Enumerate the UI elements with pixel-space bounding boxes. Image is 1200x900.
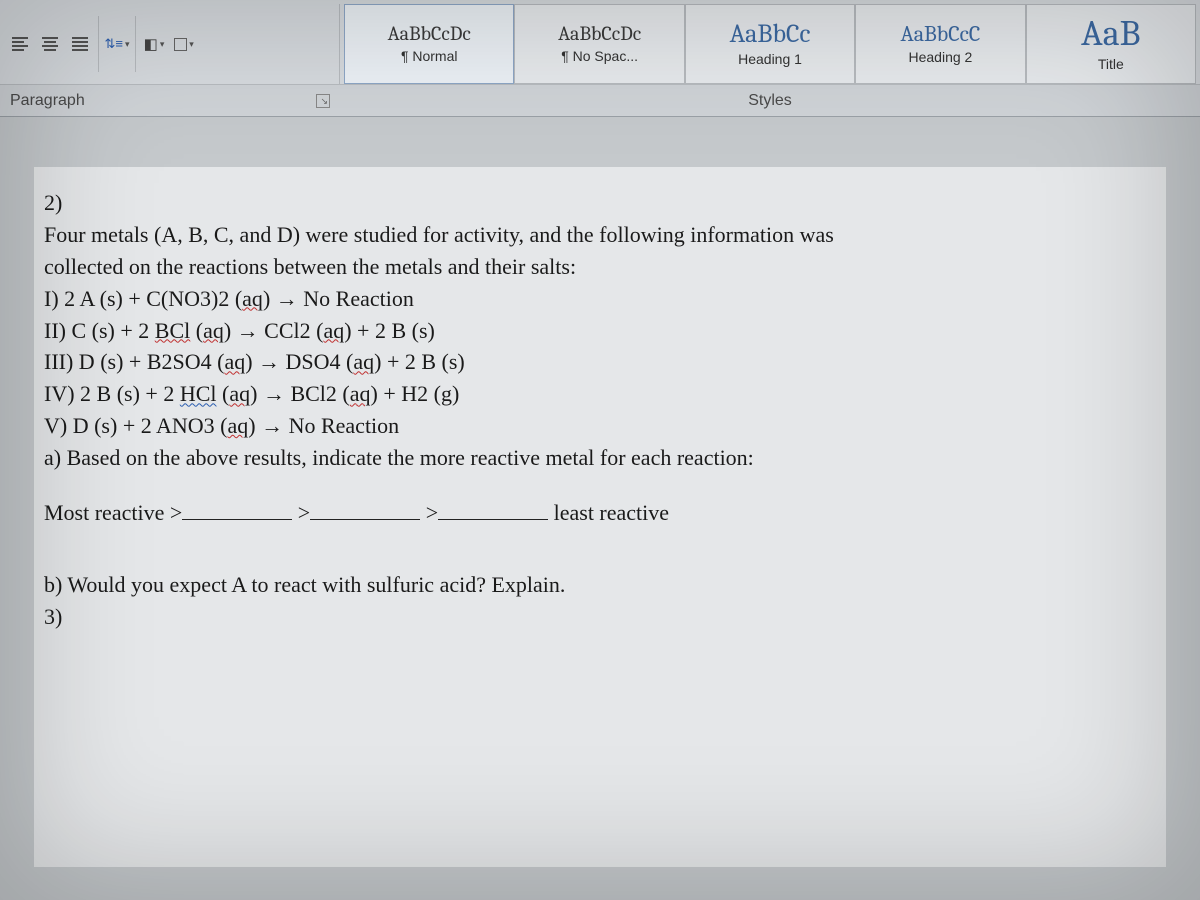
reaction-2: II) C (s) + 2 BCl (aq) → CCl2 (aq) + 2 B…	[44, 315, 1156, 347]
align-left-icon[interactable]	[6, 31, 34, 57]
style-heading-1[interactable]: AaBbCc Heading 1	[685, 4, 855, 84]
align-justify-icon[interactable]	[66, 31, 94, 57]
style-preview: AaB	[1081, 16, 1140, 52]
style-label: Heading 1	[738, 51, 802, 67]
gt-2: >	[426, 500, 438, 525]
divider-icon	[135, 16, 136, 72]
style-normal[interactable]: AaBbCcDc ¶ Normal	[344, 4, 514, 84]
text: (	[190, 318, 203, 343]
style-preview: AaBbCc	[730, 21, 811, 47]
text: V) D (s) + 2 ANO3 (	[44, 413, 228, 438]
text: ) + 2 B (s)	[344, 318, 435, 343]
paragraph-dialog-launcher-icon[interactable]: ↘	[316, 94, 330, 108]
text: IV) 2 B (s) + 2	[44, 381, 180, 406]
blank-3[interactable]	[438, 496, 548, 520]
squiggle-text: aq	[323, 318, 344, 343]
styles-label-text: Styles	[748, 92, 792, 110]
text: III) D (s) + B2SO4 (	[44, 349, 224, 374]
least-reactive-label: least reactive	[554, 500, 669, 525]
group-labels-row: Paragraph ↘ Styles	[0, 84, 1200, 116]
style-label: ¶ Normal	[401, 48, 458, 64]
squiggle-text: BCl	[155, 318, 190, 343]
text: ) + H2 (g)	[371, 381, 460, 406]
styles-gallery: AaBbCcDc ¶ Normal AaBbCcDc ¶ No Spac... …	[340, 4, 1200, 84]
text: II) C (s) + 2	[44, 318, 155, 343]
text: ) → CCl2 (	[224, 318, 324, 343]
style-title[interactable]: AaB Title	[1026, 4, 1196, 84]
reaction-3: III) D (s) + B2SO4 (aq) → DSO4 (aq) + 2 …	[44, 346, 1156, 378]
part-a: a) Based on the above results, indicate …	[44, 442, 1156, 474]
ribbon: ⇅≡▾ ◧▾ ▾ AaBbCcDc ¶ Normal AaBbCcDc	[0, 0, 1200, 117]
reactivity-line: Most reactive > > > least reactive	[44, 496, 1156, 529]
text: ) → BCl2 (	[250, 381, 350, 406]
style-preview: AaBbCcDc	[388, 24, 471, 44]
style-label: Heading 2	[909, 49, 973, 65]
intro-line-1: Four metals (A, B, C, and D) were studie…	[44, 219, 1156, 251]
reaction-1: I) 2 A (s) + C(NO3)2 (aq) → No Reaction	[44, 283, 1156, 315]
reaction-4: IV) 2 B (s) + 2 HCl (aq) → BCl2 (aq) + H…	[44, 378, 1156, 410]
style-heading-2[interactable]: AaBbCcC Heading 2	[855, 4, 1025, 84]
line-spacing-icon[interactable]: ⇅≡▾	[103, 31, 131, 57]
squiggle-text: aq	[203, 318, 224, 343]
text: I) 2 A (s) + C(NO3)2 (	[44, 286, 242, 311]
paragraph-label-text: Paragraph	[10, 92, 85, 110]
gt-1: >	[298, 500, 310, 525]
part-b: b) Would you expect A to react with sulf…	[44, 569, 1156, 601]
blank-2[interactable]	[310, 496, 420, 520]
style-no-spacing[interactable]: AaBbCcDc ¶ No Spac...	[514, 4, 684, 84]
align-center-icon[interactable]	[36, 31, 64, 57]
squiggle-text: aq	[350, 381, 371, 406]
squiggle-text: aq	[242, 286, 263, 311]
style-preview: AaBbCcC	[901, 23, 981, 45]
borders-icon[interactable]: ▾	[170, 31, 198, 57]
style-preview: AaBbCcDc	[558, 24, 641, 44]
document-area: 2) Four metals (A, B, C, and D) were stu…	[0, 117, 1200, 867]
style-label: ¶ No Spac...	[561, 48, 638, 64]
most-reactive-label: Most reactive >	[44, 500, 182, 525]
document-page[interactable]: 2) Four metals (A, B, C, and D) were stu…	[34, 167, 1166, 867]
shading-icon[interactable]: ◧▾	[140, 31, 168, 57]
text: ) → DSO4 (	[245, 349, 353, 374]
squiggle-text: aq	[229, 381, 250, 406]
text: ) → No Reaction	[263, 286, 414, 311]
paragraph-group: ⇅≡▾ ◧▾ ▾	[0, 4, 340, 84]
text: ) → No Reaction	[248, 413, 399, 438]
style-label: Title	[1098, 56, 1124, 72]
paragraph-icons-row: ⇅≡▾ ◧▾ ▾	[0, 4, 339, 84]
paragraph-group-label: Paragraph ↘	[0, 88, 340, 114]
squiggle-text: aq	[228, 413, 249, 438]
text: (	[217, 381, 230, 406]
squiggle-text: aq	[353, 349, 374, 374]
blank-1[interactable]	[182, 496, 292, 520]
ribbon-row: ⇅≡▾ ◧▾ ▾ AaBbCcDc ¶ Normal AaBbCcDc	[0, 4, 1200, 84]
styles-group: AaBbCcDc ¶ Normal AaBbCcDc ¶ No Spac... …	[340, 4, 1200, 84]
squiggle-text: aq	[224, 349, 245, 374]
squiggle-text: HCl	[180, 381, 217, 406]
text: ) + 2 B (s)	[374, 349, 465, 374]
divider-icon	[98, 16, 99, 72]
intro-line-2: collected on the reactions between the m…	[44, 251, 1156, 283]
question-number: 2)	[44, 187, 1156, 219]
reaction-5: V) D (s) + 2 ANO3 (aq) → No Reaction	[44, 410, 1156, 442]
styles-group-label: Styles	[340, 88, 1200, 114]
question-3-number: 3)	[44, 601, 1156, 633]
